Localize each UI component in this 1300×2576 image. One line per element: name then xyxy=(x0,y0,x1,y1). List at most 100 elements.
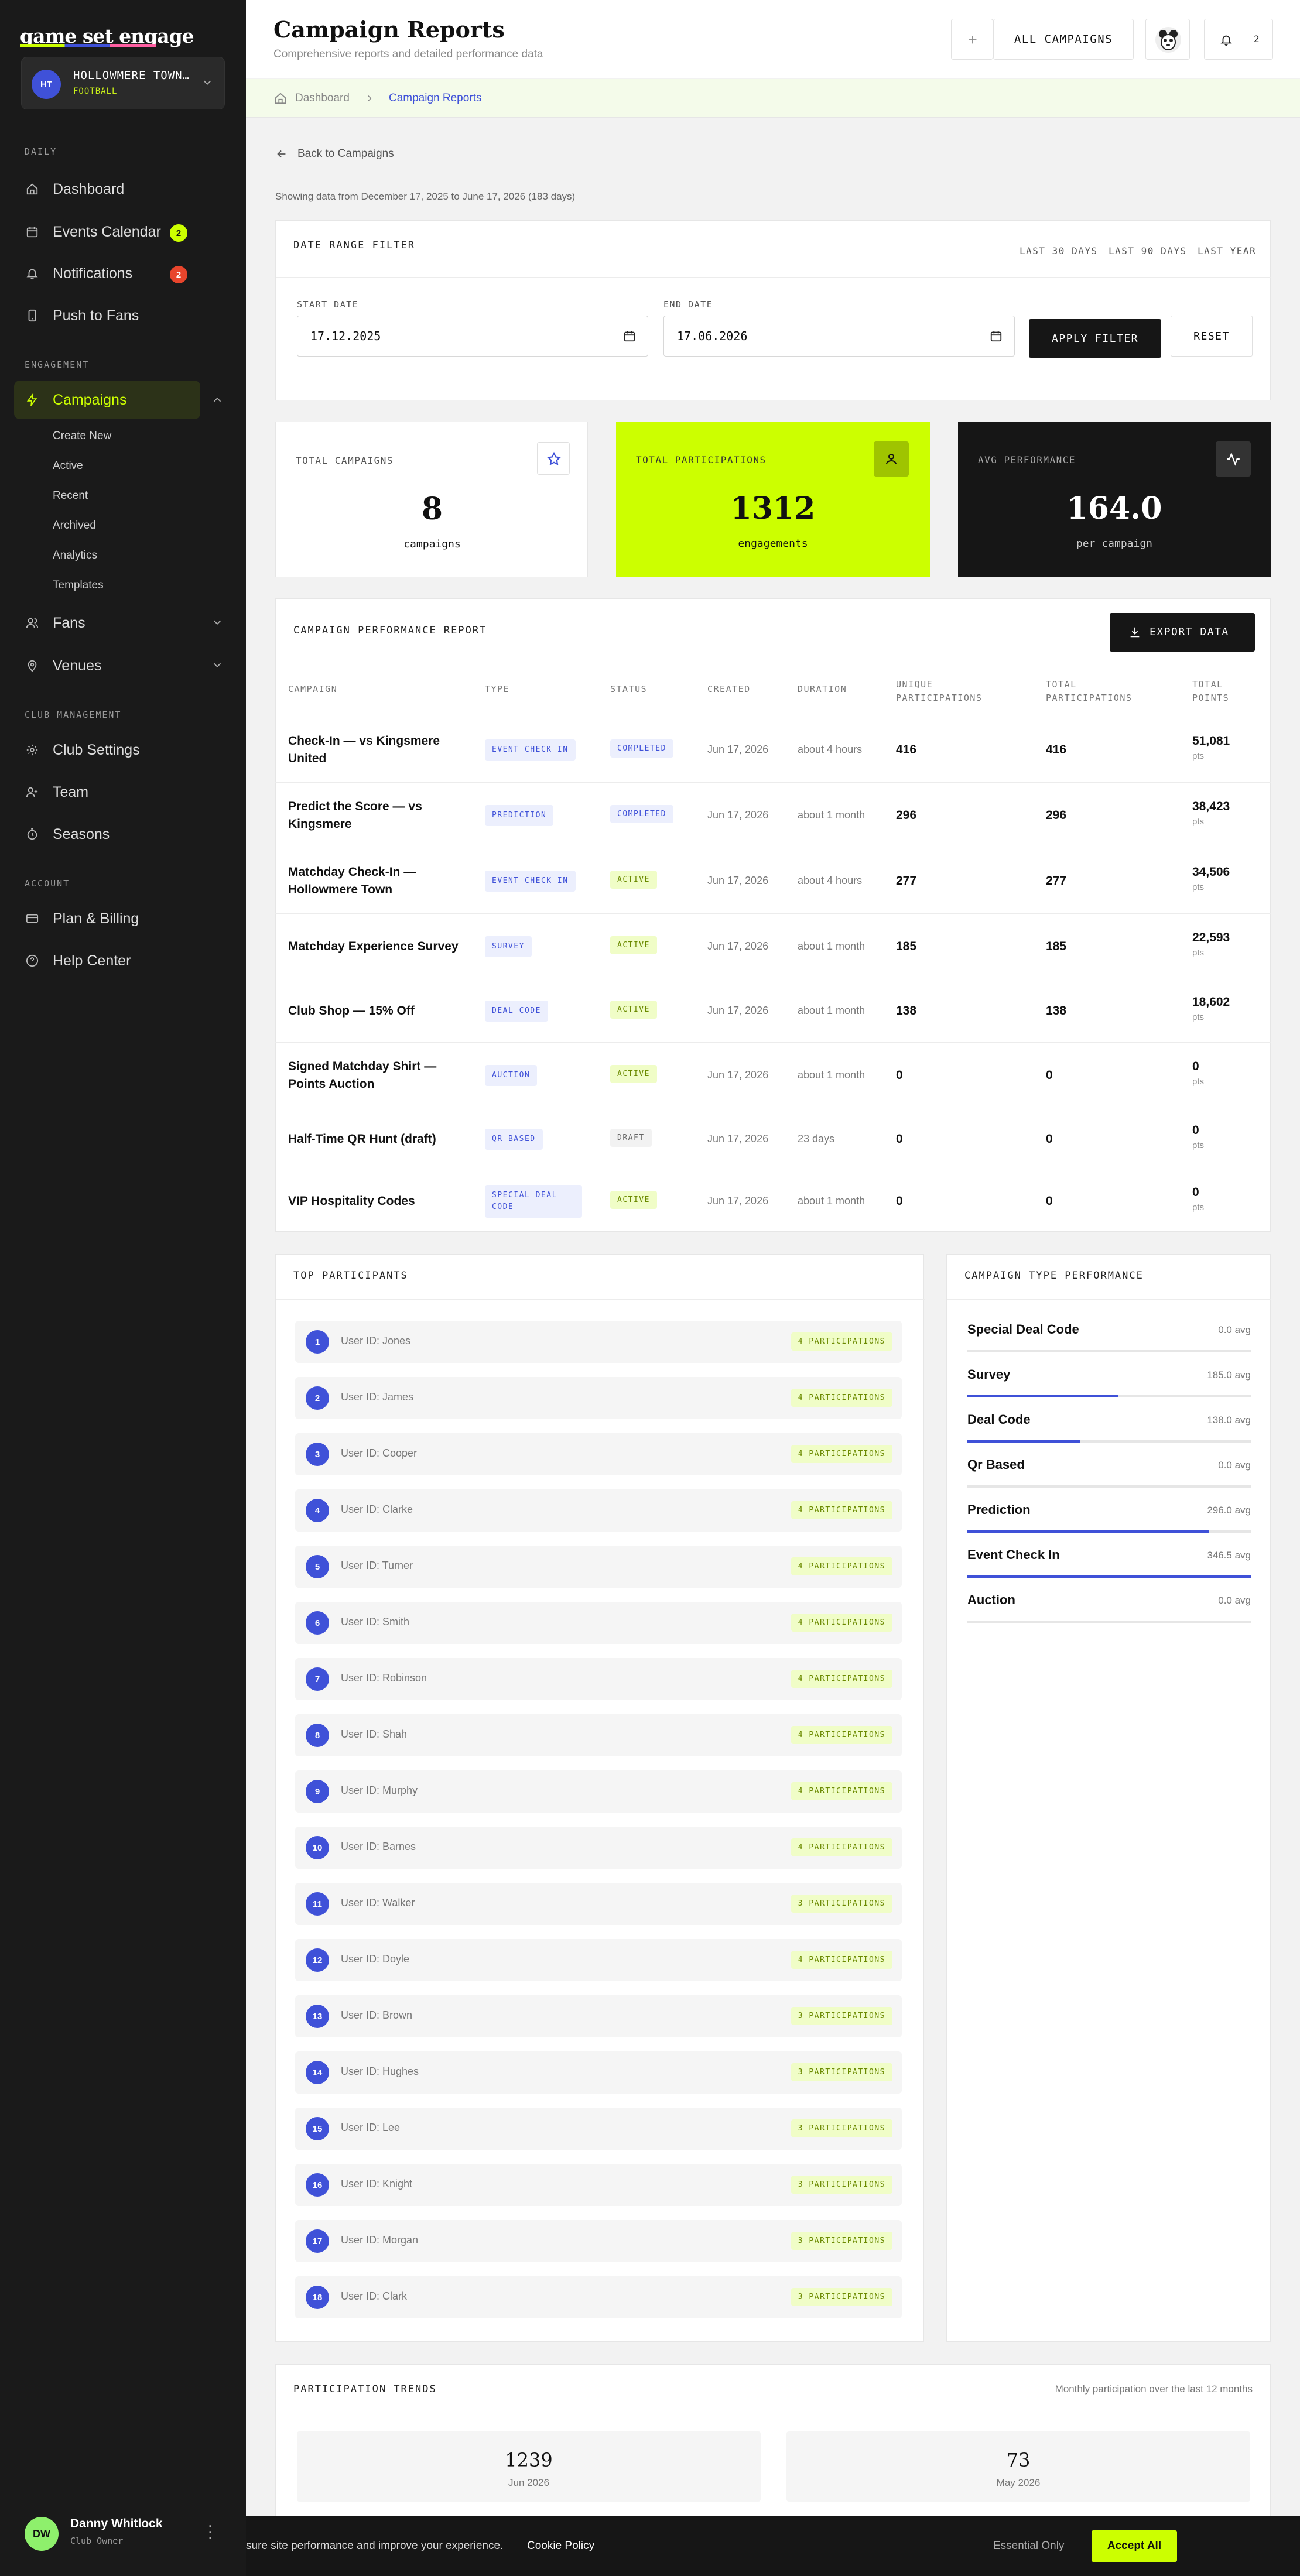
participant-name: User ID: Hughes xyxy=(341,2065,419,2077)
duration: about 1 month xyxy=(798,1195,865,1207)
all-campaigns-button[interactable]: ALL CAMPAIGNS xyxy=(993,19,1134,60)
stat-icon-box xyxy=(537,442,570,475)
chevron-down-icon[interactable] xyxy=(211,659,224,672)
sub-archived[interactable]: Archived xyxy=(53,519,96,532)
calendar-icon[interactable] xyxy=(990,330,1003,342)
notifications-badge: 2 xyxy=(170,266,187,283)
nav-club-settings[interactable]: Club Settings xyxy=(14,731,200,768)
rank-badge: 9 xyxy=(306,1780,329,1803)
table-row[interactable]: Signed Matchday Shirt — Points Auction AU… xyxy=(275,1042,1271,1108)
table-row[interactable]: Predict the Score — vs Kingsmere PREDICTI… xyxy=(275,782,1271,848)
participant-row[interactable]: 16 User ID: Knight 3 PARTICIPATIONS xyxy=(295,2164,902,2206)
participant-row[interactable]: 1 User ID: Jones 4 PARTICIPATIONS xyxy=(295,1321,902,1363)
performance-bar-track xyxy=(967,1395,1251,1397)
sub-create-new[interactable]: Create New xyxy=(53,430,112,442)
breadcrumb-dashboard[interactable]: Dashboard xyxy=(295,92,350,104)
export-data-button[interactable]: EXPORT DATA xyxy=(1110,613,1255,652)
participant-row[interactable]: 3 User ID: Cooper 4 PARTICIPATIONS xyxy=(295,1433,902,1475)
participant-row[interactable]: 13 User ID: Brown 3 PARTICIPATIONS xyxy=(295,1995,902,2037)
table-row[interactable]: Club Shop — 15% Off DEAL CODE ACTIVE Jun 17… xyxy=(275,979,1271,1042)
nav-dashboard[interactable]: Dashboard xyxy=(14,170,200,207)
sub-recent[interactable]: Recent xyxy=(53,489,88,502)
nav-plan-billing[interactable]: Plan & Billing xyxy=(14,899,200,937)
status-badge: ACTIVE xyxy=(610,1065,657,1083)
sub-templates[interactable]: Templates xyxy=(53,579,104,591)
nav-seasons[interactable]: Seasons xyxy=(14,815,200,852)
status-badge: COMPLETED xyxy=(610,805,673,823)
nav-team[interactable]: Team xyxy=(14,773,200,810)
table-row[interactable]: Matchday Experience Survey SURVEY ACTIVE Ju… xyxy=(275,913,1271,979)
campaign-name[interactable]: VIP Hospitality Codes xyxy=(288,1194,415,1208)
total-participations: 0 xyxy=(1046,1068,1053,1082)
participant-row[interactable]: 7 User ID: Robinson 4 PARTICIPATIONS xyxy=(295,1658,902,1700)
filter-title: DATE RANGE FILTER xyxy=(293,239,415,251)
participant-row[interactable]: 15 User ID: Lee 3 PARTICIPATIONS xyxy=(295,2108,902,2150)
campaign-name[interactable]: Predict the Score — vs Kingsmere xyxy=(288,800,422,831)
nav-notifications[interactable]: Notifications 2 xyxy=(14,254,200,292)
participant-row[interactable]: 18 User ID: Clark 3 PARTICIPATIONS xyxy=(295,2276,902,2318)
participant-row[interactable]: 17 User ID: Morgan 3 PARTICIPATIONS xyxy=(295,2220,902,2262)
nav-push-to-fans[interactable]: Push to Fans xyxy=(14,296,200,334)
campaign-name[interactable]: Signed Matchday Shirt — Points Auction xyxy=(288,1060,437,1091)
participant-row[interactable]: 4 User ID: Clarke 4 PARTICIPATIONS xyxy=(295,1489,902,1532)
reset-button[interactable]: RESET xyxy=(1171,316,1253,357)
nav-fans[interactable]: Fans xyxy=(14,604,200,641)
nav-help-center[interactable]: Help Center xyxy=(14,941,200,979)
end-date-input[interactable]: 17.06.2026 xyxy=(663,316,1015,357)
table-row[interactable]: VIP Hospitality Codes SPECIAL DEAL CODE AC… xyxy=(275,1170,1271,1232)
participant-row[interactable]: 10 User ID: Barnes 4 PARTICIPATIONS xyxy=(295,1827,902,1869)
col-duration: DURATION xyxy=(798,684,847,694)
table-row[interactable]: Half-Time QR Hunt (draft) QR BASED DRAFT Ju… xyxy=(275,1108,1271,1170)
stat-label: TOTAL PARTICIPATIONS xyxy=(636,454,767,465)
participant-row[interactable]: 8 User ID: Shah 4 PARTICIPATIONS xyxy=(295,1714,902,1756)
sub-active[interactable]: Active xyxy=(53,460,83,472)
user-plus-icon xyxy=(26,787,38,797)
sub-analytics[interactable]: Analytics xyxy=(53,549,98,561)
participant-name: User ID: Lee xyxy=(341,2122,401,2133)
table-row[interactable]: Check-In — vs Kingsmere United EVENT CHEC… xyxy=(275,717,1271,782)
nav-label: Dashboard xyxy=(53,181,125,197)
table-row[interactable]: Matchday Check-In — Hollowmere Town EVENT… xyxy=(275,848,1271,913)
participant-name: User ID: Smith xyxy=(341,1616,410,1628)
chevron-down-icon[interactable] xyxy=(211,616,224,629)
cookie-policy-link[interactable]: Cookie Policy xyxy=(527,2540,595,2552)
chevron-up-icon[interactable] xyxy=(211,393,224,406)
gear-icon xyxy=(26,744,38,756)
type-avg: 0.0 avg xyxy=(1218,1324,1251,1335)
participant-name: User ID: Murphy xyxy=(341,1784,418,1796)
accept-all-button[interactable]: Accept All xyxy=(1092,2530,1177,2562)
preset-last-90[interactable]: LAST 90 DAYS xyxy=(1109,245,1187,256)
preset-last-30[interactable]: LAST 30 DAYS xyxy=(1020,245,1098,256)
user-profile[interactable]: DW Danny Whitlock Club Owner · · · xyxy=(0,2492,246,2576)
trends-title: PARTICIPATION TRENDS xyxy=(293,2383,437,2395)
notifications-button[interactable]: 2 xyxy=(1204,19,1273,60)
participant-row[interactable]: 12 User ID: Doyle 4 PARTICIPATIONS xyxy=(295,1939,902,1981)
participant-row[interactable]: 9 User ID: Murphy 4 PARTICIPATIONS xyxy=(295,1770,902,1813)
participant-row[interactable]: 6 User ID: Smith 4 PARTICIPATIONS xyxy=(295,1602,902,1644)
participant-row[interactable]: 14 User ID: Hughes 3 PARTICIPATIONS xyxy=(295,2051,902,2094)
club-switcher[interactable]: HT HOLLOWMERE TOWN… FOOTBALL xyxy=(21,57,225,109)
preset-last-year[interactable]: LAST YEAR xyxy=(1198,245,1257,256)
app-logo[interactable]: game set engage xyxy=(20,25,194,47)
nav-events-calendar[interactable]: Events Calendar 2 xyxy=(14,213,200,250)
campaign-name[interactable]: Matchday Experience Survey xyxy=(288,940,459,953)
campaign-name[interactable]: Club Shop — 15% Off xyxy=(288,1004,415,1018)
essential-only-button[interactable]: Essential Only xyxy=(993,2540,1065,2552)
nav-campaigns[interactable]: Campaigns xyxy=(14,381,200,419)
participant-row[interactable]: 11 User ID: Walker 3 PARTICIPATIONS xyxy=(295,1883,902,1925)
participant-row[interactable]: 2 User ID: James 4 PARTICIPATIONS xyxy=(295,1377,902,1419)
add-button[interactable] xyxy=(951,19,993,60)
participant-row[interactable]: 5 User ID: Turner 4 PARTICIPATIONS xyxy=(295,1546,902,1588)
apply-filter-button[interactable]: APPLY FILTER xyxy=(1029,319,1161,358)
avatar-button[interactable] xyxy=(1145,19,1190,60)
start-date-input[interactable]: 17.12.2025 xyxy=(297,316,648,357)
calendar-icon[interactable] xyxy=(623,330,636,342)
campaign-name[interactable]: Half-Time QR Hunt (draft) xyxy=(288,1132,436,1146)
points-unit: pts xyxy=(1192,1077,1205,1087)
date-range-filter-card: DATE RANGE FILTER LAST 30 DAYS LAST 90 D… xyxy=(275,220,1271,400)
campaign-name[interactable]: Check-In — vs Kingsmere United xyxy=(288,734,440,765)
nav-venues[interactable]: Venues xyxy=(14,646,200,684)
nav-label: Campaigns xyxy=(53,392,127,408)
campaign-name[interactable]: Matchday Check-In — Hollowmere Town xyxy=(288,865,416,896)
more-vertical-icon[interactable]: · · · xyxy=(207,2516,213,2547)
